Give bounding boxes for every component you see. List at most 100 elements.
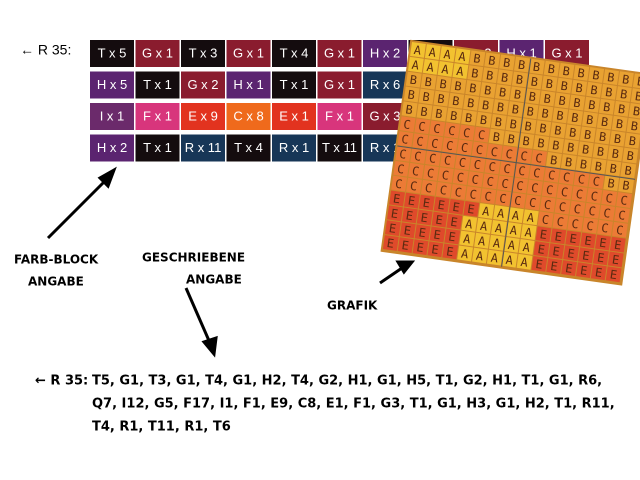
graphic-cell (482, 173, 499, 190)
graphic-cell (524, 194, 541, 211)
graphic-cell (414, 118, 431, 135)
graphic-cell (529, 164, 545, 181)
graphic-cell (478, 97, 494, 113)
graphic-cell (437, 61, 454, 77)
block-text: T x 4 (280, 45, 309, 60)
graphic-cell (597, 219, 613, 236)
graphic-cell (397, 237, 414, 254)
graphic-cell (461, 109, 477, 126)
graphic-cell (514, 56, 530, 73)
graphic-cell (531, 255, 548, 272)
graphic-cell (516, 253, 533, 270)
graphic-cell (599, 204, 616, 221)
graphic-cell (596, 113, 613, 130)
graphic-cell (607, 251, 624, 268)
graphic-cell (431, 211, 448, 228)
graphic-cell (429, 226, 446, 243)
graphic-cell (586, 81, 603, 98)
graphic-cell (594, 128, 611, 145)
graphic-cell (495, 190, 512, 207)
graphic-cell (584, 202, 601, 219)
color-block (135, 71, 180, 99)
graphic-cell (488, 234, 505, 251)
graphic-cell (435, 181, 452, 198)
color-block (135, 103, 180, 130)
graphic-cell (474, 232, 490, 249)
graphic-cell (620, 162, 637, 179)
written-line: T4, R1, T11, R1, T6 (92, 420, 231, 435)
arrowhead (201, 335, 218, 358)
graphic-cell (563, 139, 579, 156)
graphic-cell (401, 207, 418, 224)
graphic-cell (632, 73, 640, 90)
graphic-cell (526, 73, 543, 90)
block-text: R x 1 (279, 140, 309, 155)
graphic-cell (484, 52, 501, 69)
graphic-cell (509, 86, 526, 103)
farb-label: ANGABE (28, 275, 84, 289)
graphic-cell (541, 75, 558, 92)
graphic-cell (520, 118, 537, 134)
graphic-cell (463, 200, 480, 217)
graphic-cell (408, 162, 425, 179)
graphic-cell (579, 126, 596, 143)
color-block (135, 40, 180, 67)
graphic-cell (454, 48, 471, 65)
color-block (181, 134, 225, 162)
graphic-cell (389, 190, 405, 207)
graphic-cell (582, 217, 599, 234)
graphic-cell (452, 169, 469, 185)
graphic-cell (422, 58, 439, 75)
color-block (317, 103, 362, 130)
graphic-cell (609, 236, 626, 253)
graphic-cell (463, 94, 480, 111)
graphic-cell (565, 230, 582, 247)
graphic-cell (482, 67, 499, 84)
graphic-cell (528, 58, 545, 75)
graphic-cell (484, 158, 501, 175)
graphic-cell (584, 96, 600, 113)
block-text: T x 11 (322, 140, 357, 155)
graphic-cell (454, 154, 471, 171)
graphic-cell (575, 156, 592, 172)
graphic-cell (425, 150, 441, 166)
graphic-cell (527, 179, 543, 196)
block-text: I x 1 (100, 108, 125, 123)
graphic-cell (543, 166, 560, 183)
graphic-cell (439, 46, 456, 62)
graphic-cell (486, 249, 503, 266)
arrows (46, 166, 416, 358)
color-block (181, 40, 225, 67)
block-text: C x 8 (233, 108, 263, 123)
farb-label: FARB-BLOCK (14, 253, 99, 267)
graphic-cell (535, 120, 552, 137)
graphic-cell (626, 117, 640, 134)
graphic-cell (416, 103, 433, 120)
graphic-cell (605, 160, 622, 177)
arrow (184, 287, 212, 344)
graphic-cell (501, 251, 518, 268)
graphic-cell (507, 101, 524, 117)
graphic-cell (576, 262, 592, 279)
graphic-cell (571, 79, 588, 96)
graphic-cell (497, 175, 514, 192)
graphic-cell (423, 165, 439, 181)
graphic-cell (569, 94, 586, 111)
graphic-cell (628, 103, 640, 119)
graphic-cell (595, 234, 611, 251)
graphic-cell (537, 211, 554, 228)
graphic-cell (558, 168, 575, 185)
graphic-cell (554, 92, 571, 109)
graphic-cell (537, 105, 554, 122)
graphic-cell (395, 145, 412, 162)
graphic-divider (397, 145, 636, 180)
graphic-cell (471, 141, 488, 158)
arrowhead (395, 260, 416, 275)
graphic-cell (598, 98, 615, 115)
color-block (317, 40, 362, 67)
graphic-cell (522, 209, 539, 226)
graphic-cell (427, 241, 444, 258)
graphic-cell (607, 145, 624, 162)
graphic-cell (469, 156, 486, 173)
graphic-cell (414, 224, 431, 241)
